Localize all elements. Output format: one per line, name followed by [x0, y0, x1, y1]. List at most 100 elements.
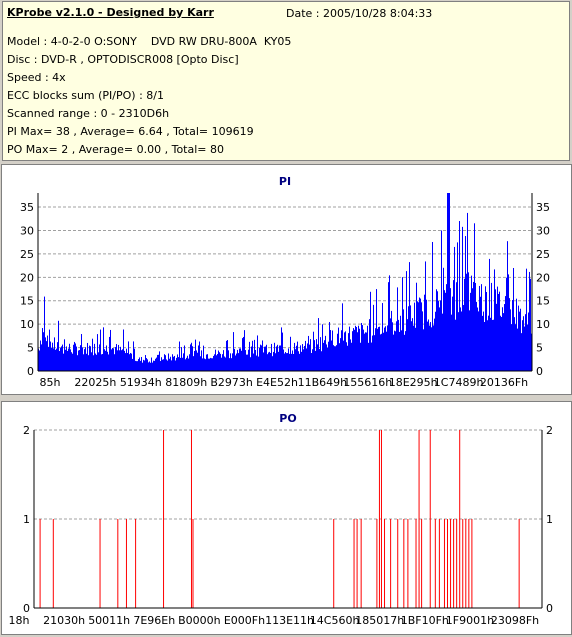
pi-bar: [448, 193, 449, 371]
pi-bar: [136, 361, 137, 371]
pi-bar: [128, 341, 129, 371]
pi-bar: [258, 356, 259, 371]
pi-bar: [293, 353, 294, 371]
pi-bar: [530, 278, 531, 371]
pi-bar: [351, 342, 352, 371]
pi-bar: [156, 357, 157, 371]
pi-bar: [246, 354, 247, 371]
pi-bar: [212, 358, 213, 371]
pi-bar: [360, 342, 361, 371]
pi-bar: [70, 349, 71, 371]
pi-y-tick-label-right: 0: [536, 365, 543, 378]
pi-bar: [342, 303, 343, 371]
pi-y-tick-label: 30: [20, 224, 34, 237]
pi-x-tick-label: 51934h: [120, 376, 162, 389]
pi-bar: [196, 350, 197, 371]
pi-bar: [143, 359, 144, 371]
pi-bar: [122, 349, 123, 371]
pi-bar: [333, 345, 334, 371]
pi-bar: [300, 345, 301, 371]
pi-y-tick-label-right: 15: [536, 295, 550, 308]
pi-bar: [194, 350, 195, 371]
pi-bar: [175, 360, 176, 371]
pi-bar: [168, 353, 169, 371]
po-x-tick-label: 21030h: [43, 614, 85, 627]
pi-bar: [344, 332, 345, 371]
pi-bar: [353, 328, 354, 371]
pi-bar: [479, 285, 480, 371]
pi-bar: [400, 315, 401, 371]
pi-bar: [210, 357, 211, 371]
pi-bar: [158, 354, 159, 371]
pi-bar: [259, 347, 260, 371]
pi-bar: [396, 321, 397, 371]
pi-bar: [484, 322, 485, 371]
pi-bar: [332, 330, 333, 371]
pi-bar: [169, 358, 170, 371]
pi-bar: [45, 337, 46, 371]
pi-bar: [171, 360, 172, 371]
pi-bar: [69, 343, 70, 371]
pi-bar: [222, 354, 223, 371]
pi-series: [38, 193, 532, 371]
pi-bar: [393, 334, 394, 371]
pi-bar: [409, 262, 410, 371]
pi-bar: [306, 348, 307, 371]
pi-bar: [398, 319, 399, 371]
pi-bar: [232, 353, 233, 371]
pi-bar: [338, 327, 339, 371]
pi-bar: [230, 353, 231, 371]
pi-bar: [42, 328, 43, 371]
pi-bar: [334, 346, 335, 371]
pi-bar: [325, 335, 326, 371]
pi-bar: [524, 326, 525, 371]
pi-bar: [504, 304, 505, 371]
pi-bar: [358, 325, 359, 371]
pi-bar: [120, 346, 121, 371]
pi-bar: [304, 345, 305, 371]
pi-bar: [242, 338, 243, 371]
pi-bar: [394, 330, 395, 371]
pi-bar: [215, 349, 216, 371]
pi-bar: [64, 339, 65, 371]
pi-bar: [132, 358, 133, 371]
pi-bar: [147, 359, 148, 371]
pi-bar: [283, 349, 284, 371]
pi-bar: [516, 298, 517, 371]
pi-bar: [336, 345, 337, 371]
pi-x-tick-label: E4E52h: [256, 376, 298, 389]
pi-bar: [328, 341, 329, 371]
pi-bar: [389, 275, 390, 371]
pi-bar: [99, 344, 100, 371]
pi-bar: [305, 340, 306, 371]
range-line: Scanned range : 0 - 2310D6h: [7, 107, 170, 120]
pi-bar: [415, 327, 416, 371]
pi-bar: [184, 345, 185, 371]
pi-bar: [385, 326, 386, 371]
pi-bar: [53, 348, 54, 371]
pi-bar: [198, 345, 199, 371]
pi-bar: [506, 277, 507, 371]
pi-bar: [418, 302, 419, 371]
pi-bar: [299, 353, 300, 371]
pi-bar: [89, 345, 90, 371]
pi-bar: [406, 271, 407, 371]
pi-bar: [340, 338, 341, 371]
pi-bar: [115, 347, 116, 371]
pi-bar: [241, 350, 242, 371]
pi-bar: [446, 284, 447, 371]
pi-bar: [347, 345, 348, 371]
pi-bar: [266, 344, 267, 371]
pi-bar: [142, 362, 143, 371]
pi-bar: [482, 315, 483, 371]
pi-bar: [501, 316, 502, 371]
pi-bar: [428, 319, 429, 371]
pi-bar: [95, 353, 96, 371]
pi-bar: [190, 344, 191, 371]
pi-bar: [269, 351, 270, 371]
po-x-tick-label: 1BF10Fh: [401, 614, 449, 627]
pi-bar: [60, 347, 61, 371]
pi-bar: [268, 352, 269, 371]
pi-bar: [509, 298, 510, 371]
pi-bar: [320, 337, 321, 371]
